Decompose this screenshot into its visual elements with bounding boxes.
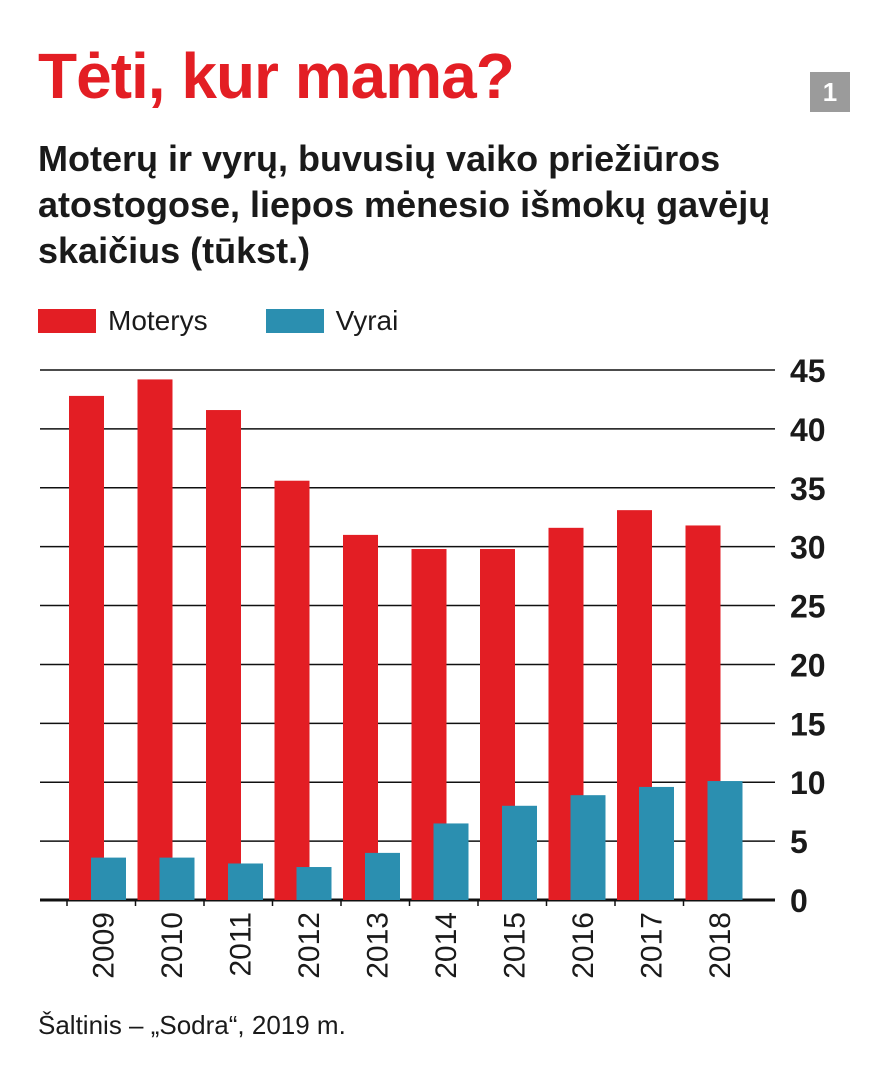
x-tick-label: 2015 xyxy=(499,912,532,979)
y-tick-label: 0 xyxy=(790,883,808,919)
y-tick-label: 20 xyxy=(790,647,826,683)
bar-men xyxy=(228,863,263,900)
legend-label-women: Moterys xyxy=(108,305,208,336)
bar-men xyxy=(365,852,400,900)
legend: Moterys Vyrai xyxy=(38,305,456,337)
x-tick-label: 2016 xyxy=(567,912,600,979)
bar-men xyxy=(502,805,537,900)
figure-number-badge: 1 xyxy=(810,72,850,112)
x-tick-label: 2017 xyxy=(636,912,669,979)
bar-women xyxy=(274,480,310,900)
bar-men xyxy=(639,786,674,900)
chart-subtitle: Moterų ir vyrų, buvusių vaiko priežiūros… xyxy=(38,138,771,271)
y-tick-label: 25 xyxy=(790,589,826,625)
bar-chart: 0 5 10 15 20 25 30 35 40 45 2009 2010 2011 2012 2013 20… xyxy=(40,353,826,979)
x-tick-label: 2012 xyxy=(293,912,326,979)
y-tick-label: 10 xyxy=(790,765,826,801)
legend-item-women: Moterys xyxy=(38,305,208,337)
bar-men xyxy=(296,867,332,900)
bar-men xyxy=(707,781,743,900)
bar-men xyxy=(570,795,606,900)
x-tick-label: 2018 xyxy=(704,912,737,979)
source-note: Šaltinis – „Sodra“, 2019 m. xyxy=(38,1010,346,1040)
y-tick-label: 30 xyxy=(790,530,826,566)
x-tick-label: 2014 xyxy=(430,912,463,979)
y-tick-label: 15 xyxy=(790,706,826,742)
legend-label-men: Vyrai xyxy=(335,305,399,336)
bar-women xyxy=(69,395,104,900)
bar-men xyxy=(433,823,469,900)
chart-title: Tėti, kur mama? xyxy=(38,40,515,112)
x-tick-label: 2013 xyxy=(362,912,395,979)
y-tick-label: 5 xyxy=(790,824,808,860)
legend-swatch-men xyxy=(265,309,324,333)
bar-women xyxy=(343,534,378,900)
y-tick-label: 35 xyxy=(790,471,826,507)
bar-men xyxy=(159,857,195,900)
legend-item-men: Vyrai xyxy=(265,305,399,337)
y-tick-label: 40 xyxy=(790,412,826,448)
x-tick-label: 2011 xyxy=(225,912,258,977)
bar-women xyxy=(137,379,173,900)
x-tick-label: 2009 xyxy=(88,912,121,979)
x-tick-label: 2010 xyxy=(156,912,189,979)
y-tick-label: 45 xyxy=(790,353,826,389)
bar-men xyxy=(91,857,126,900)
bar-women xyxy=(206,410,241,900)
legend-swatch-women xyxy=(38,309,96,333)
